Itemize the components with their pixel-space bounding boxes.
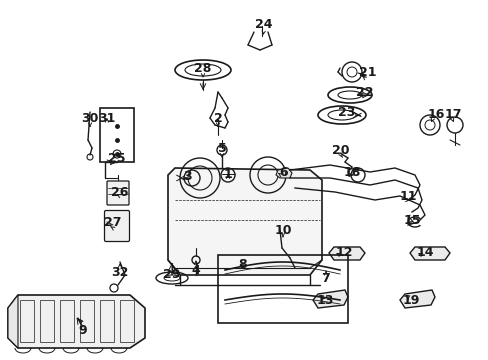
Polygon shape <box>8 295 18 348</box>
Text: 5: 5 <box>217 141 226 154</box>
Polygon shape <box>312 290 347 308</box>
Text: 24: 24 <box>255 18 272 31</box>
Text: 23: 23 <box>338 107 355 120</box>
Text: 15: 15 <box>403 213 420 226</box>
Polygon shape <box>168 168 321 275</box>
Text: 7: 7 <box>321 271 330 284</box>
FancyBboxPatch shape <box>107 181 129 205</box>
Text: 9: 9 <box>79 324 87 337</box>
Text: 21: 21 <box>359 66 376 78</box>
Polygon shape <box>328 247 364 260</box>
Bar <box>218 255 347 323</box>
Text: 8: 8 <box>238 257 247 270</box>
Text: 1: 1 <box>223 167 232 180</box>
Text: 18: 18 <box>343 166 360 179</box>
Polygon shape <box>399 290 434 308</box>
Bar <box>100 108 134 162</box>
Text: 27: 27 <box>104 216 122 230</box>
Text: 11: 11 <box>398 189 416 202</box>
Text: 14: 14 <box>415 247 433 260</box>
Text: 4: 4 <box>191 264 200 276</box>
Text: 22: 22 <box>356 86 373 99</box>
Text: 28: 28 <box>194 62 211 75</box>
Text: 25: 25 <box>108 152 125 165</box>
Text: 29: 29 <box>163 269 181 282</box>
Text: 19: 19 <box>402 293 419 306</box>
Text: 26: 26 <box>111 186 128 199</box>
Text: 30: 30 <box>81 112 99 126</box>
Text: 2: 2 <box>213 112 222 125</box>
Polygon shape <box>409 247 449 260</box>
FancyBboxPatch shape <box>104 211 129 242</box>
Text: 10: 10 <box>274 224 291 237</box>
Text: 31: 31 <box>98 112 116 126</box>
Text: 17: 17 <box>443 108 461 121</box>
Text: 3: 3 <box>183 170 192 183</box>
Text: 32: 32 <box>111 266 128 279</box>
Polygon shape <box>8 295 145 348</box>
Text: 12: 12 <box>335 247 352 260</box>
Text: 20: 20 <box>331 144 349 158</box>
Polygon shape <box>275 168 291 178</box>
Text: 6: 6 <box>279 166 288 179</box>
Text: 16: 16 <box>427 108 444 121</box>
Text: 13: 13 <box>316 293 333 306</box>
